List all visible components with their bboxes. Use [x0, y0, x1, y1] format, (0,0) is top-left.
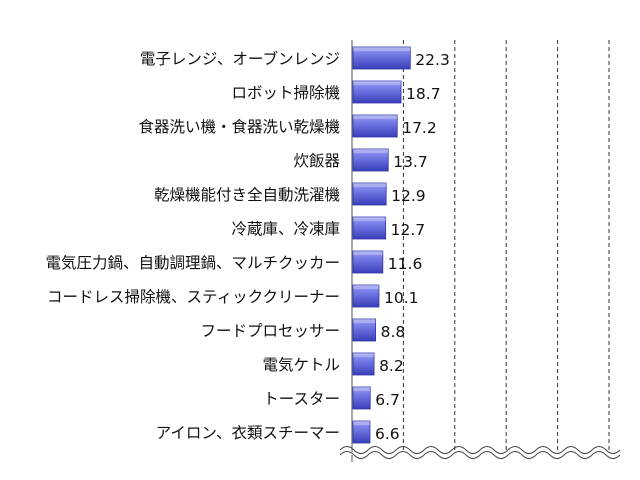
axis-break	[339, 446, 621, 462]
gridlines	[351, 40, 610, 452]
bar-highlight	[353, 115, 398, 119]
value-label: 13.7	[393, 153, 428, 171]
bar-highlight	[353, 47, 411, 51]
bar	[352, 420, 371, 444]
category-label: トースター	[263, 390, 340, 408]
category-label: フードプロセッサー	[200, 322, 340, 340]
bar-highlight	[353, 353, 375, 357]
value-label: 6.7	[375, 391, 400, 409]
bar	[352, 114, 398, 138]
category-label: アイロン、衣類スチーマー	[156, 424, 340, 442]
bar-highlight	[353, 251, 383, 255]
bar-highlight	[353, 149, 389, 153]
bar	[352, 182, 387, 206]
bar-highlight	[353, 285, 379, 289]
bar	[352, 216, 387, 240]
bar	[352, 284, 380, 308]
category-label: 炊飯器	[293, 152, 340, 170]
value-label: 12.7	[391, 221, 426, 239]
bar	[352, 80, 402, 104]
bar	[352, 386, 371, 410]
value-label: 22.3	[415, 51, 450, 69]
bar	[352, 352, 375, 376]
bar-highlight	[353, 421, 370, 425]
category-label: 電子レンジ、オーブンレンジ	[140, 49, 340, 68]
value-label: 10.1	[384, 289, 419, 307]
value-label: 11.6	[388, 255, 423, 273]
bar-highlight	[353, 183, 387, 187]
value-label: 12.9	[391, 187, 426, 205]
bar	[352, 46, 411, 70]
bar-highlight	[353, 81, 402, 85]
axis-break-line	[339, 446, 621, 454]
category-label: コードレス掃除機、スティッククリーナー	[47, 288, 340, 306]
bar-highlight	[353, 217, 386, 221]
labels: 電子レンジ、オーブンレンジ 22.3 ロボット掃除機 18.7 食器洗い機・食器洗い乾燥…	[45, 49, 449, 443]
value-label: 18.7	[406, 85, 441, 103]
value-label: 8.8	[381, 323, 406, 341]
value-label: 6.6	[375, 425, 400, 443]
category-label: 乾燥機能付き全自動洗濯機	[154, 186, 340, 204]
category-label: 電気圧力鍋、自動調理鍋、マルチクッカー	[45, 254, 340, 272]
bar	[352, 318, 377, 342]
category-label: 電気ケトル	[262, 356, 340, 374]
axis-break-line	[339, 451, 621, 459]
value-label: 8.2	[379, 357, 404, 375]
value-label: 17.2	[402, 119, 437, 137]
category-label: 食器洗い機・食器洗い乾燥機	[138, 118, 340, 136]
bar	[352, 148, 389, 172]
category-label: ロボット掃除機	[231, 84, 340, 102]
bar-highlight	[353, 319, 376, 323]
category-label: 冷蔵庫、冷凍庫	[231, 220, 340, 238]
bars	[352, 46, 411, 444]
bar	[352, 250, 384, 274]
bar-highlight	[353, 387, 371, 391]
